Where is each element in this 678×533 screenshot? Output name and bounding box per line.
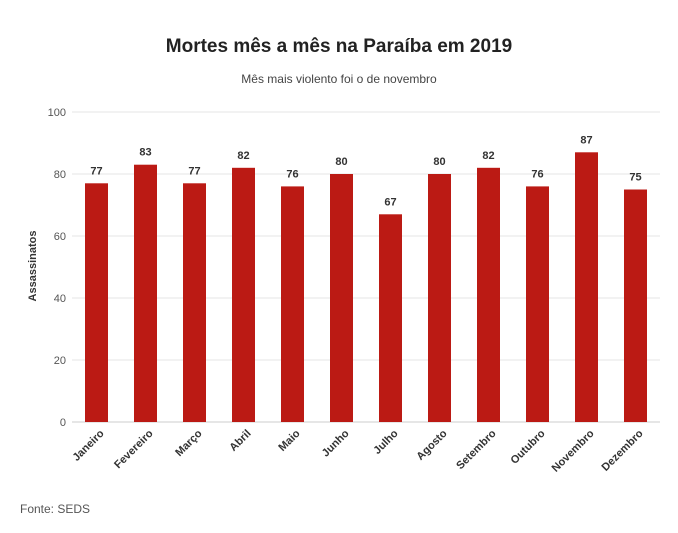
data-labels: 77 83 77 82 76 80 67 80 82 76 87 75 xyxy=(90,134,641,208)
data-label: 80 xyxy=(433,156,445,168)
data-label: 76 xyxy=(531,168,543,180)
y-tick-label: 20 xyxy=(54,355,66,367)
data-label: 82 xyxy=(482,150,494,162)
source-note: Fonte: SEDS xyxy=(20,502,91,516)
bar-junho xyxy=(330,174,353,422)
x-tick-label: Agosto xyxy=(414,427,449,462)
data-label: 87 xyxy=(580,134,592,146)
bar-março xyxy=(183,183,206,422)
x-tick-label: Junho xyxy=(320,427,352,459)
y-tick-label: 80 xyxy=(54,169,66,181)
x-tick-label: Março xyxy=(173,427,205,459)
bar-setembro xyxy=(477,167,500,422)
y-tick-label: 100 xyxy=(48,107,66,119)
bar-fevereiro xyxy=(134,164,157,422)
data-label: 80 xyxy=(335,156,347,168)
x-tick-label: Julho xyxy=(371,427,400,456)
y-tick-label: 0 xyxy=(60,417,66,429)
x-tick-label: Outubro xyxy=(508,427,547,466)
x-tick-label: Fevereiro xyxy=(112,427,156,471)
x-tick-label: Dezembro xyxy=(600,427,646,473)
x-tick-label: Novembro xyxy=(550,427,597,474)
chart-title: Mortes mês a mês na Paraíba em 2019 xyxy=(165,36,513,57)
data-label: 76 xyxy=(286,168,298,180)
x-tick-label: Maio xyxy=(276,427,302,453)
data-label: 77 xyxy=(188,165,200,177)
y-tick-label: 60 xyxy=(54,231,66,243)
data-label: 82 xyxy=(237,150,249,162)
bar-novembro xyxy=(575,152,598,423)
y-axis-label: Assassinatos xyxy=(27,231,39,302)
data-label: 77 xyxy=(90,165,102,177)
bar-maio xyxy=(281,186,304,422)
bar-julho xyxy=(379,214,402,422)
x-axis-labels: Janeiro Fevereiro Março Abril Maio Junho Julho… xyxy=(70,427,645,474)
y-tick-label: 40 xyxy=(54,293,66,305)
y-axis-ticks: 0 20 40 60 80 100 xyxy=(48,107,66,429)
gridlines xyxy=(72,111,660,423)
bar-dezembro xyxy=(624,189,647,422)
bar-janeiro xyxy=(85,183,108,422)
bar-abril xyxy=(232,167,255,422)
bar-agosto xyxy=(428,174,451,422)
x-tick-label: Setembro xyxy=(454,427,499,472)
x-tick-label: Janeiro xyxy=(70,427,106,463)
chart-subtitle: Mês mais violento foi o de novembro xyxy=(241,72,437,86)
data-label: 67 xyxy=(384,196,396,208)
bar-outubro xyxy=(526,186,549,422)
data-label: 75 xyxy=(629,172,641,184)
x-tick-label: Abril xyxy=(227,428,253,454)
bars xyxy=(85,152,647,423)
data-label: 83 xyxy=(139,147,151,159)
